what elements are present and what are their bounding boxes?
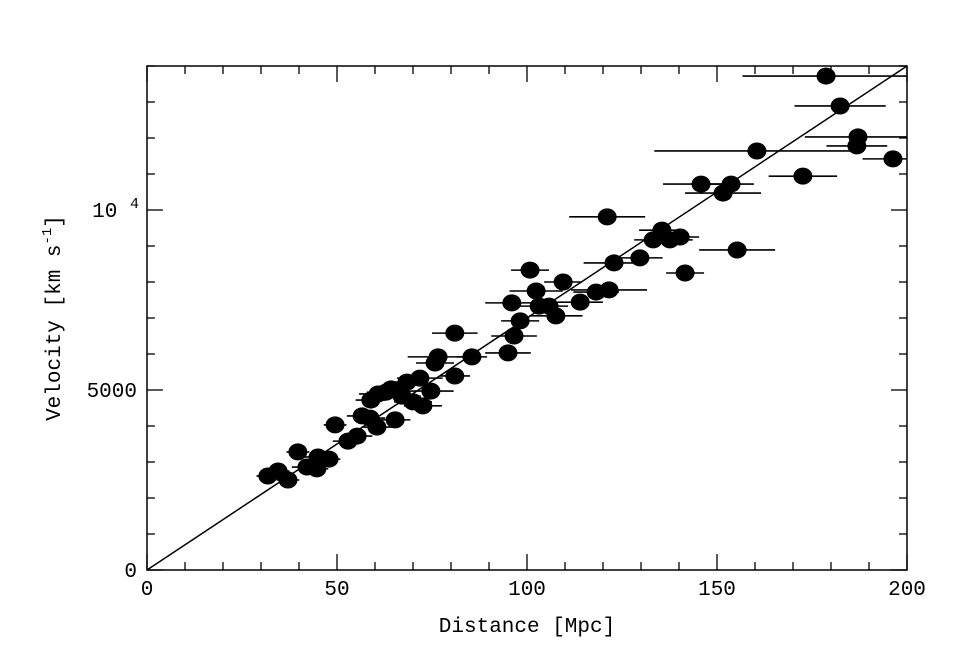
point-marker [727,241,747,259]
point-marker [385,411,405,429]
point-marker [498,344,518,362]
point-marker [630,249,650,267]
data-point [305,460,329,478]
data-point [416,354,455,372]
point-marker [502,294,522,312]
point-marker [747,142,767,160]
data-point [379,411,411,429]
point-marker [670,228,690,246]
data-point [583,254,645,272]
point-marker [546,307,566,325]
data-point [768,167,838,185]
point-marker [425,354,445,372]
tick-labels: 0 50 100 150 200 0 5000 10 4 [87,196,926,602]
point-marker [338,432,358,450]
point-marker [421,382,441,400]
point-marker [445,324,465,342]
data-point [654,142,860,160]
point-marker [445,367,465,385]
y-tick-exponent: 4 [130,196,139,213]
data-point [699,241,776,259]
point-marker [604,254,624,272]
point-marker [597,208,617,226]
data-point [862,150,907,168]
data-point [511,261,550,279]
point-marker [793,167,813,185]
y-tick-label: 10 4 [92,196,139,224]
data-point [661,228,700,246]
point-marker [816,67,836,85]
data-point [666,264,705,282]
point-marker [258,467,278,485]
point-marker [288,443,308,461]
point-marker [675,264,695,282]
x-tick-label: 150 [698,579,736,602]
data-point [286,443,310,461]
axis-ticks [146,65,908,571]
data-point [544,273,583,291]
data-point [529,307,583,325]
data-point [794,97,886,115]
x-tick-label: 0 [141,579,154,602]
data-point [569,208,646,226]
data-point [355,391,387,409]
point-marker [847,137,867,155]
point-marker [520,261,540,279]
y-tick-label: 5000 [87,381,137,404]
data-point [256,467,280,485]
data-point [485,344,531,362]
data-point [323,416,347,434]
x-tick-label: 50 [324,579,349,602]
point-marker [307,460,327,478]
point-marker [586,283,606,301]
point-marker [526,282,546,300]
point-marker [325,416,345,434]
data-point [491,327,537,345]
y-axis-label: Velocity [km s-1] [40,215,67,421]
data-point [501,312,540,330]
point-marker [361,391,381,409]
x-tick-label: 100 [508,579,546,602]
point-marker [504,327,524,345]
point-marker [883,150,903,168]
data-point [354,409,386,427]
data-point [432,324,478,342]
point-marker [691,175,711,193]
point-marker [376,383,396,401]
data-point [685,184,762,202]
data-point [573,283,619,301]
point-marker [397,373,417,391]
point-marker [462,348,482,366]
x-axis-label: Distance [Mpc] [439,616,615,639]
point-marker [553,273,573,291]
point-marker [713,184,733,202]
point-marker [570,293,590,311]
point-marker [360,409,380,427]
data-point [332,432,364,450]
fit-line [146,65,908,571]
x-tick-label: 200 [888,579,926,602]
data-point [509,282,563,300]
data-point [826,137,888,155]
data-point [439,367,470,385]
data-point [557,293,603,311]
data-point [617,249,663,267]
y-tick-label: 0 [124,561,137,584]
data-point [485,294,539,312]
point-marker [830,97,850,115]
